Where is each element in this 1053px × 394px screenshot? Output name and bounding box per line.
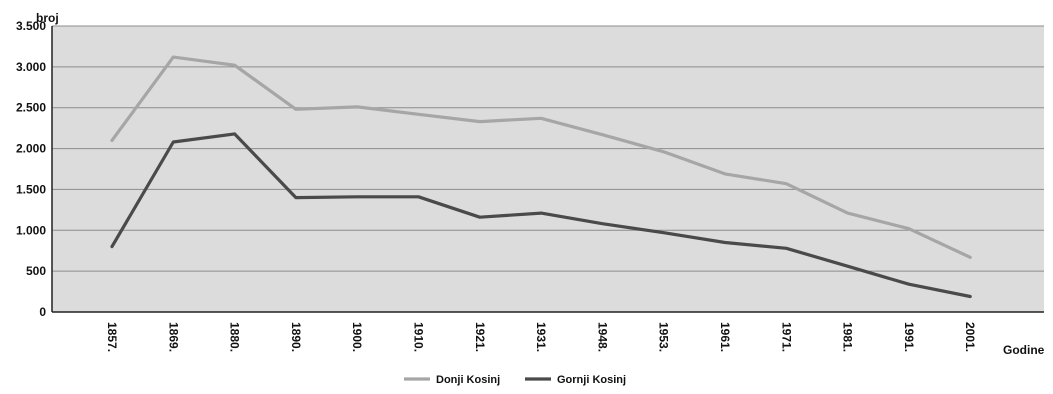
y-tick-label: 3.000 [16, 60, 46, 74]
x-tick-label: 1961. [718, 322, 732, 352]
x-tick-label: 1991. [902, 322, 916, 352]
x-axis-title: Godine [1003, 343, 1045, 357]
y-tick-label: 0 [39, 305, 46, 319]
y-axis-title: broj [36, 11, 59, 25]
legend-label: Donji Kosinj [436, 374, 500, 386]
x-tick-label: 1910. [412, 322, 426, 352]
legend-label: Gornji Kosinj [557, 374, 626, 386]
x-tick-label: 1921. [473, 322, 487, 352]
y-tick-label: 3.500 [16, 19, 46, 33]
x-tick-label: 1890. [289, 322, 303, 352]
x-tick-label: 1981. [841, 322, 855, 352]
y-tick-label: 500 [26, 264, 46, 278]
plot-area [52, 26, 1044, 312]
x-tick-label: 1900. [350, 322, 364, 352]
series-line-gornji-kosinj [110, 132, 972, 299]
x-tick-label: 1948. [595, 322, 609, 352]
y-tick-label: 2.500 [16, 101, 46, 115]
gridlines [51, 25, 1044, 313]
x-tick-label: 1931. [534, 322, 548, 352]
x-axis-ticks: 1857. 1869. 1880. 1890. 1900. 1910. 1921. 1931.… [105, 322, 977, 352]
x-tick-label: 1857. [105, 322, 119, 352]
x-tick-label: 1953. [657, 322, 671, 352]
x-tick-label: 1971. [779, 322, 793, 352]
y-tick-label: 1.500 [16, 182, 46, 196]
y-axis-ticks: 0 500 1.000 1.500 2.000 2.500 3.000 3.500 [16, 19, 46, 319]
y-tick-label: 2.000 [16, 142, 46, 156]
x-tick-label: 1880. [228, 322, 242, 352]
legend: Donji Kosinj Gornji Kosinj [404, 374, 626, 386]
x-tick-label: 2001. [963, 322, 977, 352]
x-tick-label: 1869. [166, 322, 180, 352]
y-tick-label: 1.000 [16, 223, 46, 237]
series-line-donji-kosinj [110, 55, 972, 259]
series-lines [110, 55, 972, 299]
